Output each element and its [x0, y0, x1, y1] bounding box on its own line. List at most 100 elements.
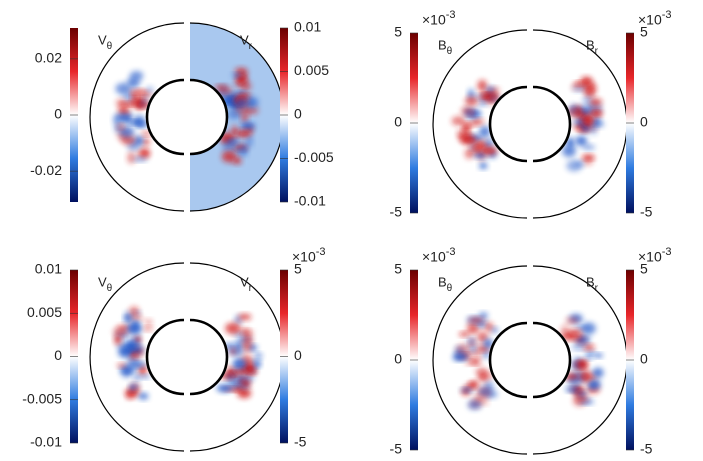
tick-label: -5 [390, 204, 403, 220]
field-blob [223, 98, 235, 106]
field-blob [138, 392, 149, 400]
tick-label: 0.005 [294, 62, 329, 78]
field-blob [463, 122, 477, 127]
field-blob [565, 386, 578, 392]
field-blob [590, 379, 602, 389]
field-blob [584, 90, 593, 97]
field-label: Vθ [98, 274, 113, 293]
field-blob [567, 333, 581, 340]
tick-label: 0.005 [27, 304, 62, 320]
field-blob [234, 341, 243, 351]
field-blob [477, 79, 487, 92]
field-blob [113, 328, 129, 336]
field-label: Bθ [438, 37, 453, 56]
field-blob [479, 162, 488, 169]
field-blob [238, 313, 252, 321]
field-blob [238, 329, 254, 335]
half-disk-field [533, 266, 627, 454]
field-blob [484, 138, 494, 150]
field-blob [575, 395, 590, 402]
field-blob [593, 353, 603, 358]
field-blob [478, 312, 488, 319]
field-blob [234, 67, 248, 76]
tick-label: 0 [394, 114, 402, 130]
scale-label: ×10-3 [638, 246, 672, 265]
field-blob [133, 336, 142, 343]
field-blob [464, 108, 473, 119]
scale-label: ×10-3 [422, 246, 456, 265]
field-blob [136, 121, 150, 127]
field-label: Bθ [438, 274, 453, 293]
field-blob [231, 125, 238, 137]
tick-label: -5 [390, 441, 403, 457]
field-blob [235, 129, 251, 138]
scale-label: ×10-3 [638, 9, 672, 28]
field-blob [221, 150, 237, 163]
field-blob [237, 99, 246, 109]
outer-boundary [89, 22, 185, 212]
field-blob [571, 345, 587, 351]
field-blob [117, 123, 125, 129]
tick-label: 0.02 [35, 50, 62, 66]
half-disk-field [190, 263, 284, 451]
scale-label: ×10-3 [422, 9, 456, 28]
field-blob [137, 116, 146, 124]
half-disk-field [90, 263, 184, 451]
scale-exponent: -3 [316, 246, 326, 258]
field-blob [490, 93, 500, 100]
field-blob [456, 343, 471, 356]
field-blob [478, 372, 488, 382]
inner-boundary [189, 78, 229, 156]
half-disk-field [90, 23, 184, 211]
field-subscript: r [595, 46, 599, 57]
field-blob [566, 137, 575, 149]
field-blob [471, 142, 483, 154]
field-blob [126, 100, 139, 106]
field-blob [133, 374, 141, 380]
field-blob [226, 374, 233, 382]
field-blob [452, 353, 466, 361]
field-blob [115, 99, 127, 107]
field-blob [491, 327, 499, 333]
outer-boundary [432, 265, 528, 455]
field-blob [142, 96, 149, 102]
tick-label: 0 [640, 351, 648, 367]
tick-label: 5 [640, 24, 648, 40]
field-blob [468, 317, 485, 324]
field-blob [254, 360, 262, 367]
field-blob [222, 143, 237, 151]
field-blob [231, 73, 243, 78]
tick-label: 0 [294, 106, 302, 122]
scale-label: ×10-3 [292, 246, 326, 265]
field-blob [130, 89, 147, 94]
field-blob [481, 399, 489, 405]
tick-label: 5 [394, 24, 402, 40]
field-blob [134, 310, 141, 315]
field-blob [560, 325, 570, 334]
field-blob [138, 101, 148, 107]
outer-boundary [432, 29, 528, 219]
field-blob [583, 344, 595, 351]
field-blob [126, 323, 142, 335]
field-blob [479, 125, 491, 138]
field-subscript: θ [107, 41, 113, 52]
field-subscript: θ [447, 283, 453, 294]
outer-boundary [89, 262, 185, 452]
scale-exponent: -3 [662, 9, 672, 21]
field-blob [582, 115, 595, 127]
field-blob [129, 70, 144, 81]
field-blob [245, 97, 259, 108]
field-blob [581, 107, 592, 117]
field-blob [245, 135, 253, 148]
tick-label: 5 [640, 261, 648, 277]
field-blob [236, 376, 250, 385]
field-blob [245, 364, 255, 374]
field-blob [483, 338, 494, 349]
inner-boundary [532, 321, 572, 399]
field-blob [585, 354, 593, 360]
field-subscript: r [595, 283, 599, 294]
field-blob [466, 338, 476, 345]
field-blob [592, 367, 604, 378]
field-blob [565, 317, 579, 325]
field-blob [132, 353, 142, 359]
